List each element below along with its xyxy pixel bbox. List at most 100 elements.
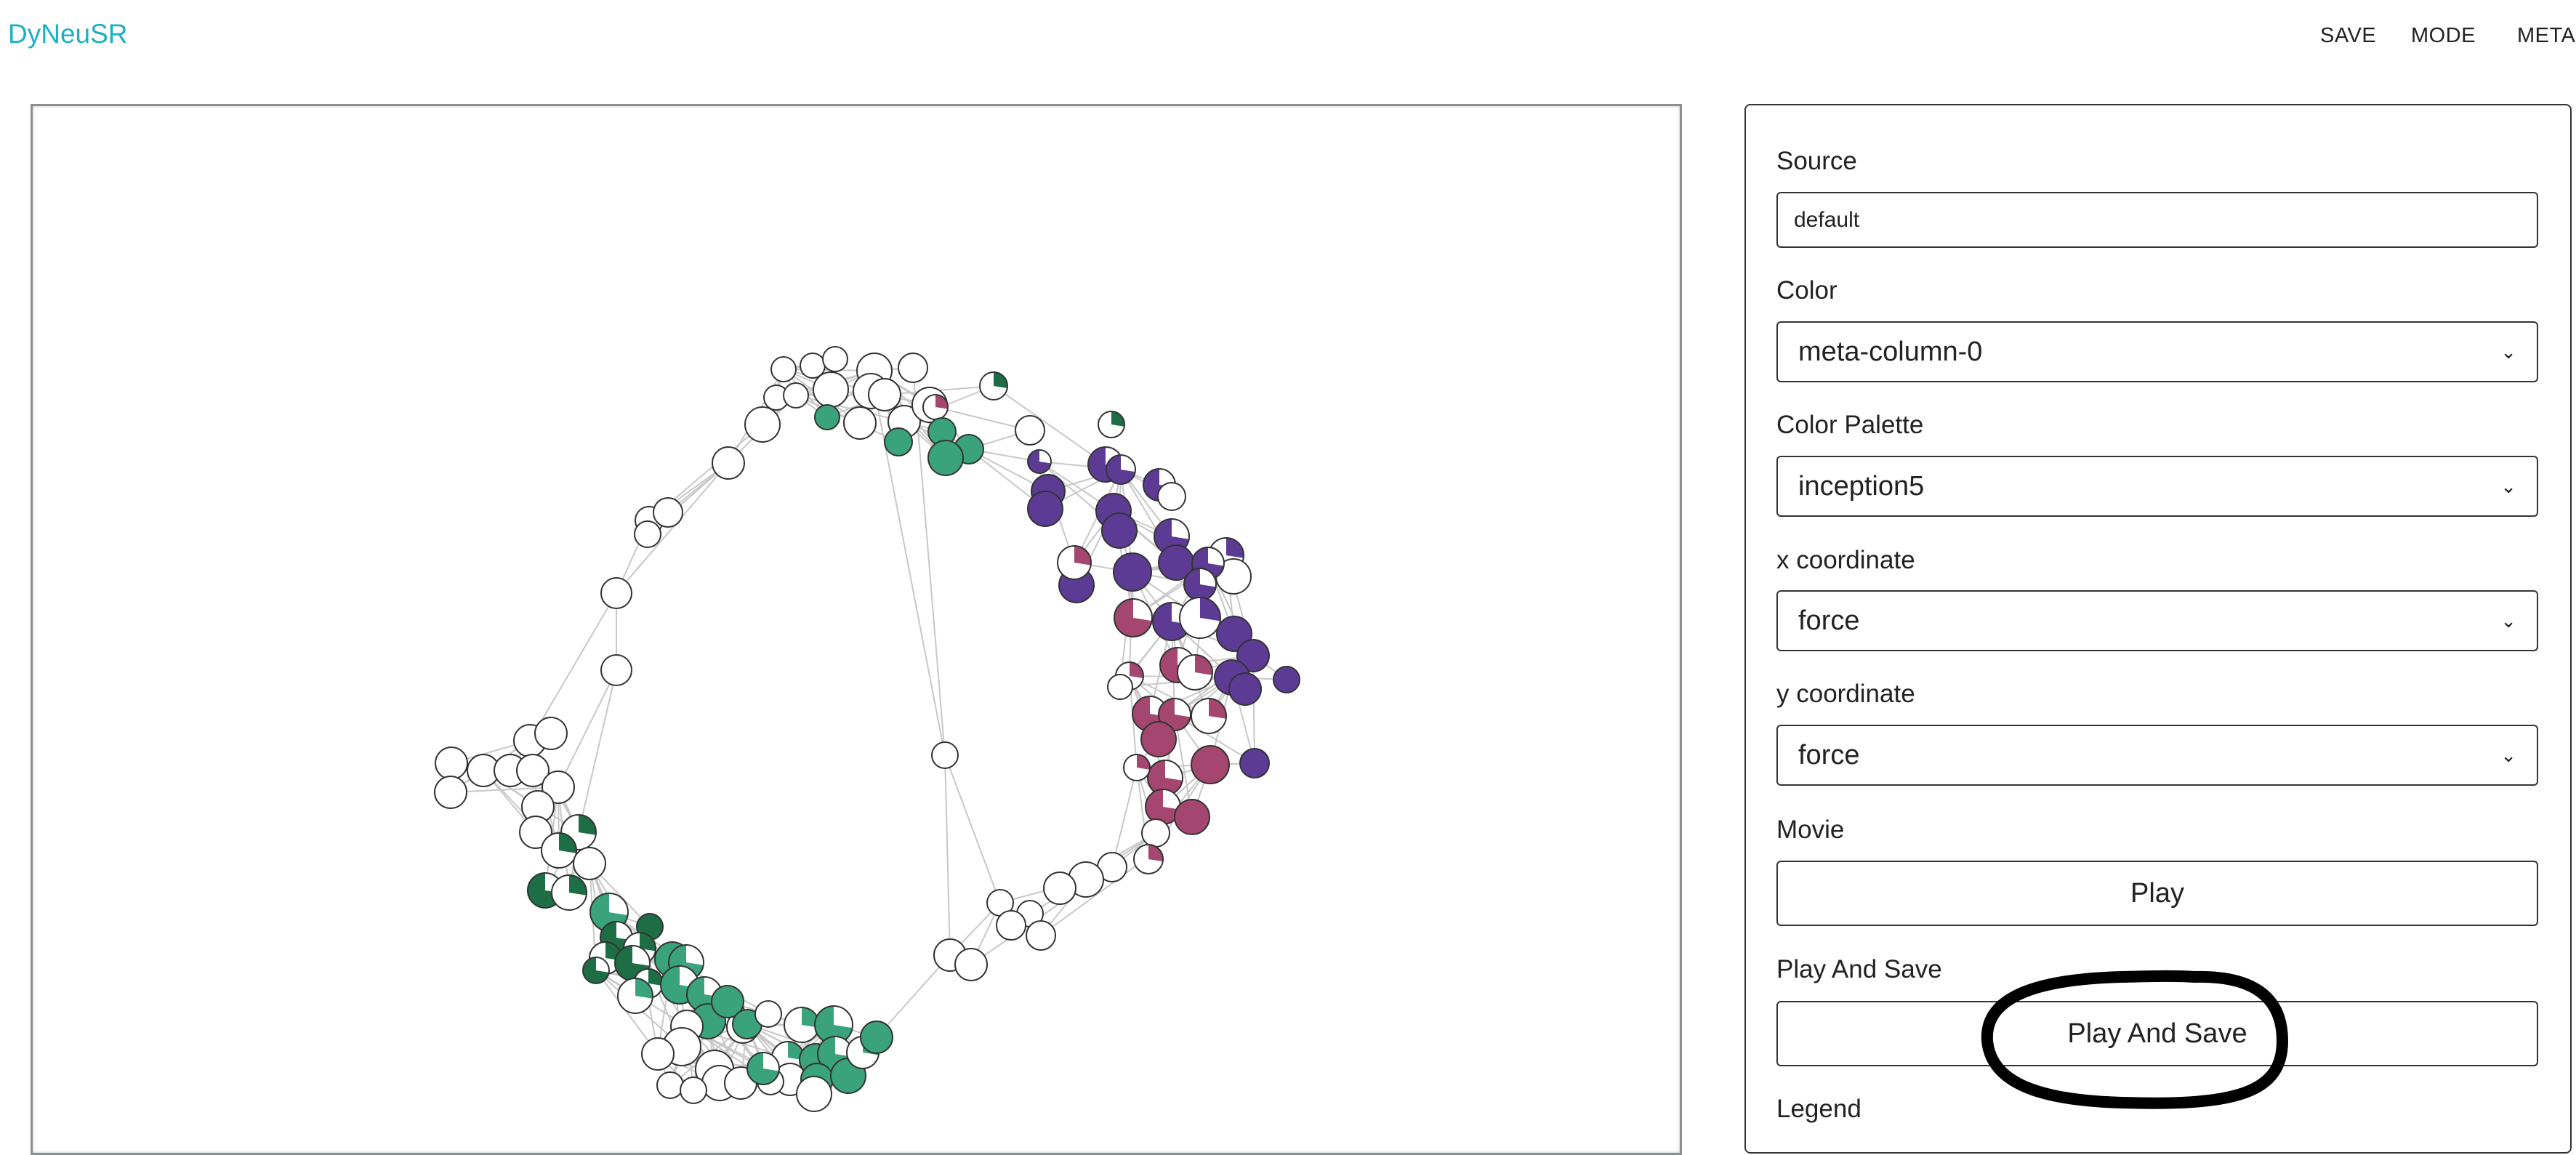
nav-mode[interactable]: MODE [2411, 24, 2476, 47]
x-coordinate-value: force [1798, 605, 1860, 636]
graph-node[interactable] [1158, 698, 1191, 731]
graph-node[interactable] [1147, 760, 1183, 796]
x-coordinate-select[interactable]: force ⌄ [1776, 590, 2538, 651]
graph-node[interactable] [744, 406, 781, 443]
graph-node[interactable] [1098, 411, 1125, 438]
graph-node[interactable] [954, 948, 988, 981]
y-coordinate-select[interactable]: force ⌄ [1776, 725, 2538, 786]
graph-node[interactable] [1228, 672, 1262, 706]
graph-node[interactable] [711, 985, 744, 1018]
graph-node[interactable] [1101, 512, 1138, 549]
graph-node[interactable] [1239, 748, 1270, 778]
graph-node[interactable] [653, 497, 683, 528]
graph-node[interactable] [542, 770, 575, 804]
graph-node[interactable] [1027, 449, 1052, 474]
graph-node[interactable] [868, 378, 901, 411]
graph-node[interactable] [922, 394, 949, 420]
graph-node[interactable] [519, 816, 552, 849]
graph-node[interactable] [582, 957, 610, 984]
graph-node[interactable] [898, 353, 928, 383]
nav-save[interactable]: SAVE [2320, 24, 2377, 47]
graph-node[interactable] [1043, 872, 1076, 905]
graph-node[interactable] [434, 776, 467, 809]
graph-node[interactable] [712, 446, 745, 480]
graph-node[interactable] [754, 1000, 782, 1028]
graph-node[interactable] [656, 1071, 684, 1099]
graph-node[interactable] [634, 520, 661, 548]
graph-node[interactable] [814, 1005, 853, 1045]
chevron-down-icon: ⌄ [2500, 475, 2516, 497]
graph-node[interactable] [814, 404, 840, 430]
graph-canvas[interactable] [31, 104, 1682, 1130]
graph-node[interactable] [1273, 666, 1300, 693]
play-and-save-button[interactable]: Play And Save [1776, 1001, 2538, 1066]
nav-meta[interactable]: META [2517, 24, 2576, 47]
graph-node[interactable] [822, 346, 848, 372]
graph-node[interactable] [784, 1007, 820, 1043]
play-and-save-label: Play And Save [1776, 955, 1942, 983]
graph-node[interactable] [1140, 721, 1177, 757]
graph-node[interactable] [1236, 639, 1270, 672]
graph-node[interactable] [860, 1021, 893, 1054]
graph-node[interactable] [1106, 454, 1136, 485]
color-palette-select[interactable]: inception5 ⌄ [1776, 456, 2538, 517]
graph-node[interactable] [813, 371, 849, 408]
graph-node[interactable] [1157, 482, 1186, 511]
play-button[interactable]: Play [1776, 861, 2538, 926]
graph-node[interactable] [541, 832, 577, 869]
control-panel: Source default Color meta-column-0 ⌄ Col… [1744, 104, 2572, 1154]
graph-node[interactable] [641, 1037, 675, 1071]
x-coordinate-label: x coordinate [1776, 546, 1915, 574]
y-coordinate-value: force [1798, 740, 1860, 770]
graph-node[interactable] [931, 741, 959, 769]
graph-node[interactable] [1191, 745, 1230, 784]
graph-node[interactable] [770, 356, 797, 382]
graph-visualization[interactable] [31, 104, 1682, 1155]
graph-node[interactable] [1114, 598, 1153, 637]
graph-node[interactable] [1026, 920, 1056, 951]
graph-node[interactable] [1177, 654, 1213, 691]
graph-node[interactable] [534, 717, 568, 750]
graph-node[interactable] [996, 910, 1026, 941]
graph-node[interactable] [1057, 545, 1092, 580]
graph-node[interactable] [1027, 491, 1063, 527]
source-input[interactable]: default [1776, 192, 2538, 248]
graph-node[interactable] [884, 427, 913, 456]
movie-label: Movie [1776, 816, 1845, 844]
graph-node[interactable] [600, 577, 632, 609]
chevron-down-icon: ⌄ [2500, 341, 2516, 363]
graph-node[interactable] [1145, 789, 1181, 825]
graph-node[interactable] [600, 654, 632, 686]
graph-node[interactable] [1179, 597, 1221, 639]
graph-node[interactable] [573, 847, 606, 880]
graph-node[interactable] [1174, 799, 1210, 835]
graph-node[interactable] [1113, 552, 1152, 592]
y-coordinate-label: y coordinate [1776, 680, 1915, 708]
graph-node[interactable] [927, 440, 964, 476]
graph-node[interactable] [1191, 698, 1227, 734]
color-select-value: meta-column-0 [1798, 337, 1983, 367]
color-palette-label: Color Palette [1776, 411, 1924, 439]
graph-node[interactable] [1183, 568, 1217, 601]
graph-node[interactable] [516, 754, 550, 787]
graph-node[interactable] [1015, 415, 1045, 446]
graph-node[interactable] [796, 1076, 832, 1112]
source-label: Source [1776, 147, 1857, 175]
app-brand[interactable]: DyNeuSR [8, 19, 128, 49]
graph-node[interactable] [979, 371, 1008, 401]
graph-node[interactable] [1123, 754, 1151, 781]
graph-node[interactable] [680, 1076, 707, 1104]
graph-node[interactable] [746, 1052, 780, 1085]
graph-node[interactable] [551, 874, 587, 911]
graph-node[interactable] [1133, 844, 1164, 874]
color-palette-value: inception5 [1798, 471, 1925, 502]
graph-node[interactable] [435, 746, 468, 780]
graph-node[interactable] [783, 382, 809, 409]
legend-label: Legend [1776, 1095, 1861, 1123]
graph-node[interactable] [1107, 674, 1133, 700]
color-label: Color [1776, 276, 1838, 305]
graph-node[interactable] [843, 406, 877, 440]
color-select[interactable]: meta-column-0 ⌄ [1776, 321, 2538, 382]
graph-node[interactable] [1141, 818, 1170, 848]
graph-node[interactable] [617, 978, 653, 1014]
